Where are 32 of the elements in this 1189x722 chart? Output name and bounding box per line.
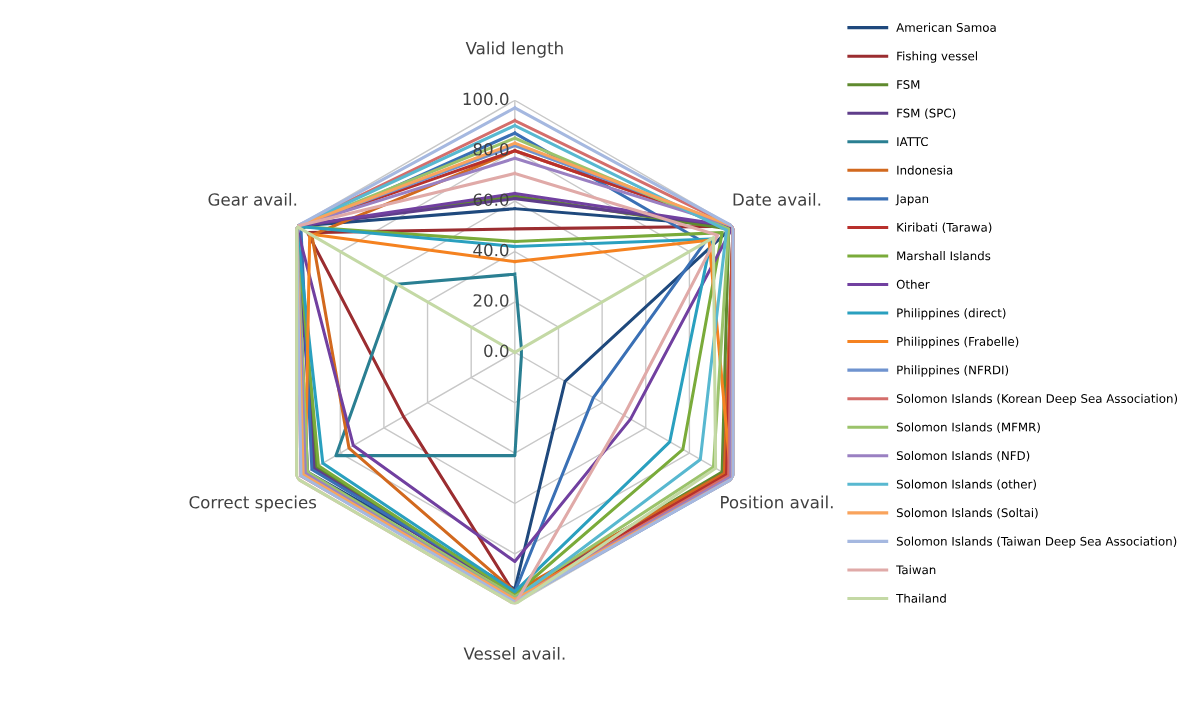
spoke-label: Gear avail. — [208, 192, 297, 206]
legend-label: Solomon Islands (Taiwan Deep Sea Association) — [896, 536, 1177, 548]
legend-label: FSM (SPC) — [897, 108, 956, 119]
legend-label: Fishing vessel — [897, 51, 977, 63]
legend-label: Marshall Islands — [897, 251, 991, 261]
y-tick-label: 80.0 — [473, 142, 509, 156]
spoke-label: Position avail. — [721, 495, 833, 509]
legend-label: Philippines (NFRDI) — [897, 365, 1009, 377]
y-tick-label: 100.0 — [463, 92, 509, 106]
y-tick-label: 40.0 — [473, 243, 509, 257]
y-tick-label: 20.0 — [473, 294, 509, 307]
legend-label: Taiwan — [896, 565, 936, 575]
legend-label: American Samoa — [896, 22, 996, 32]
spoke-label: Date avail. — [733, 192, 821, 206]
legend-label: IATTC — [897, 137, 928, 147]
legend-label: Solomon Islands (other) — [896, 479, 1036, 490]
legend-label: Kiribati (Tarawa) — [897, 222, 992, 234]
spoke-label: Correct species — [189, 495, 317, 512]
legend-label: Japan — [895, 194, 929, 206]
spoke-label: Vessel avail. — [463, 646, 565, 660]
legend-label: Philippines (Frabelle) — [897, 336, 1019, 349]
spoke-label: Valid length — [465, 41, 563, 58]
legend-label: Thailand — [896, 593, 946, 603]
legend-label: Other — [896, 279, 930, 289]
legend-label: Solomon Islands (MFMR) — [896, 422, 1040, 433]
legend-label: Solomon Islands (NFD) — [896, 450, 1030, 462]
legend-label: Solomon Islands (Korean Deep Sea Association) — [896, 393, 1178, 406]
y-tick-label: 0.0 — [484, 344, 509, 358]
legend-label: Solomon Islands (Soltai) — [896, 508, 1038, 519]
legend-label: FSM — [897, 80, 920, 89]
legend-label: Indonesia — [897, 165, 953, 175]
legend-label: Philippines (direct) — [897, 308, 1006, 320]
